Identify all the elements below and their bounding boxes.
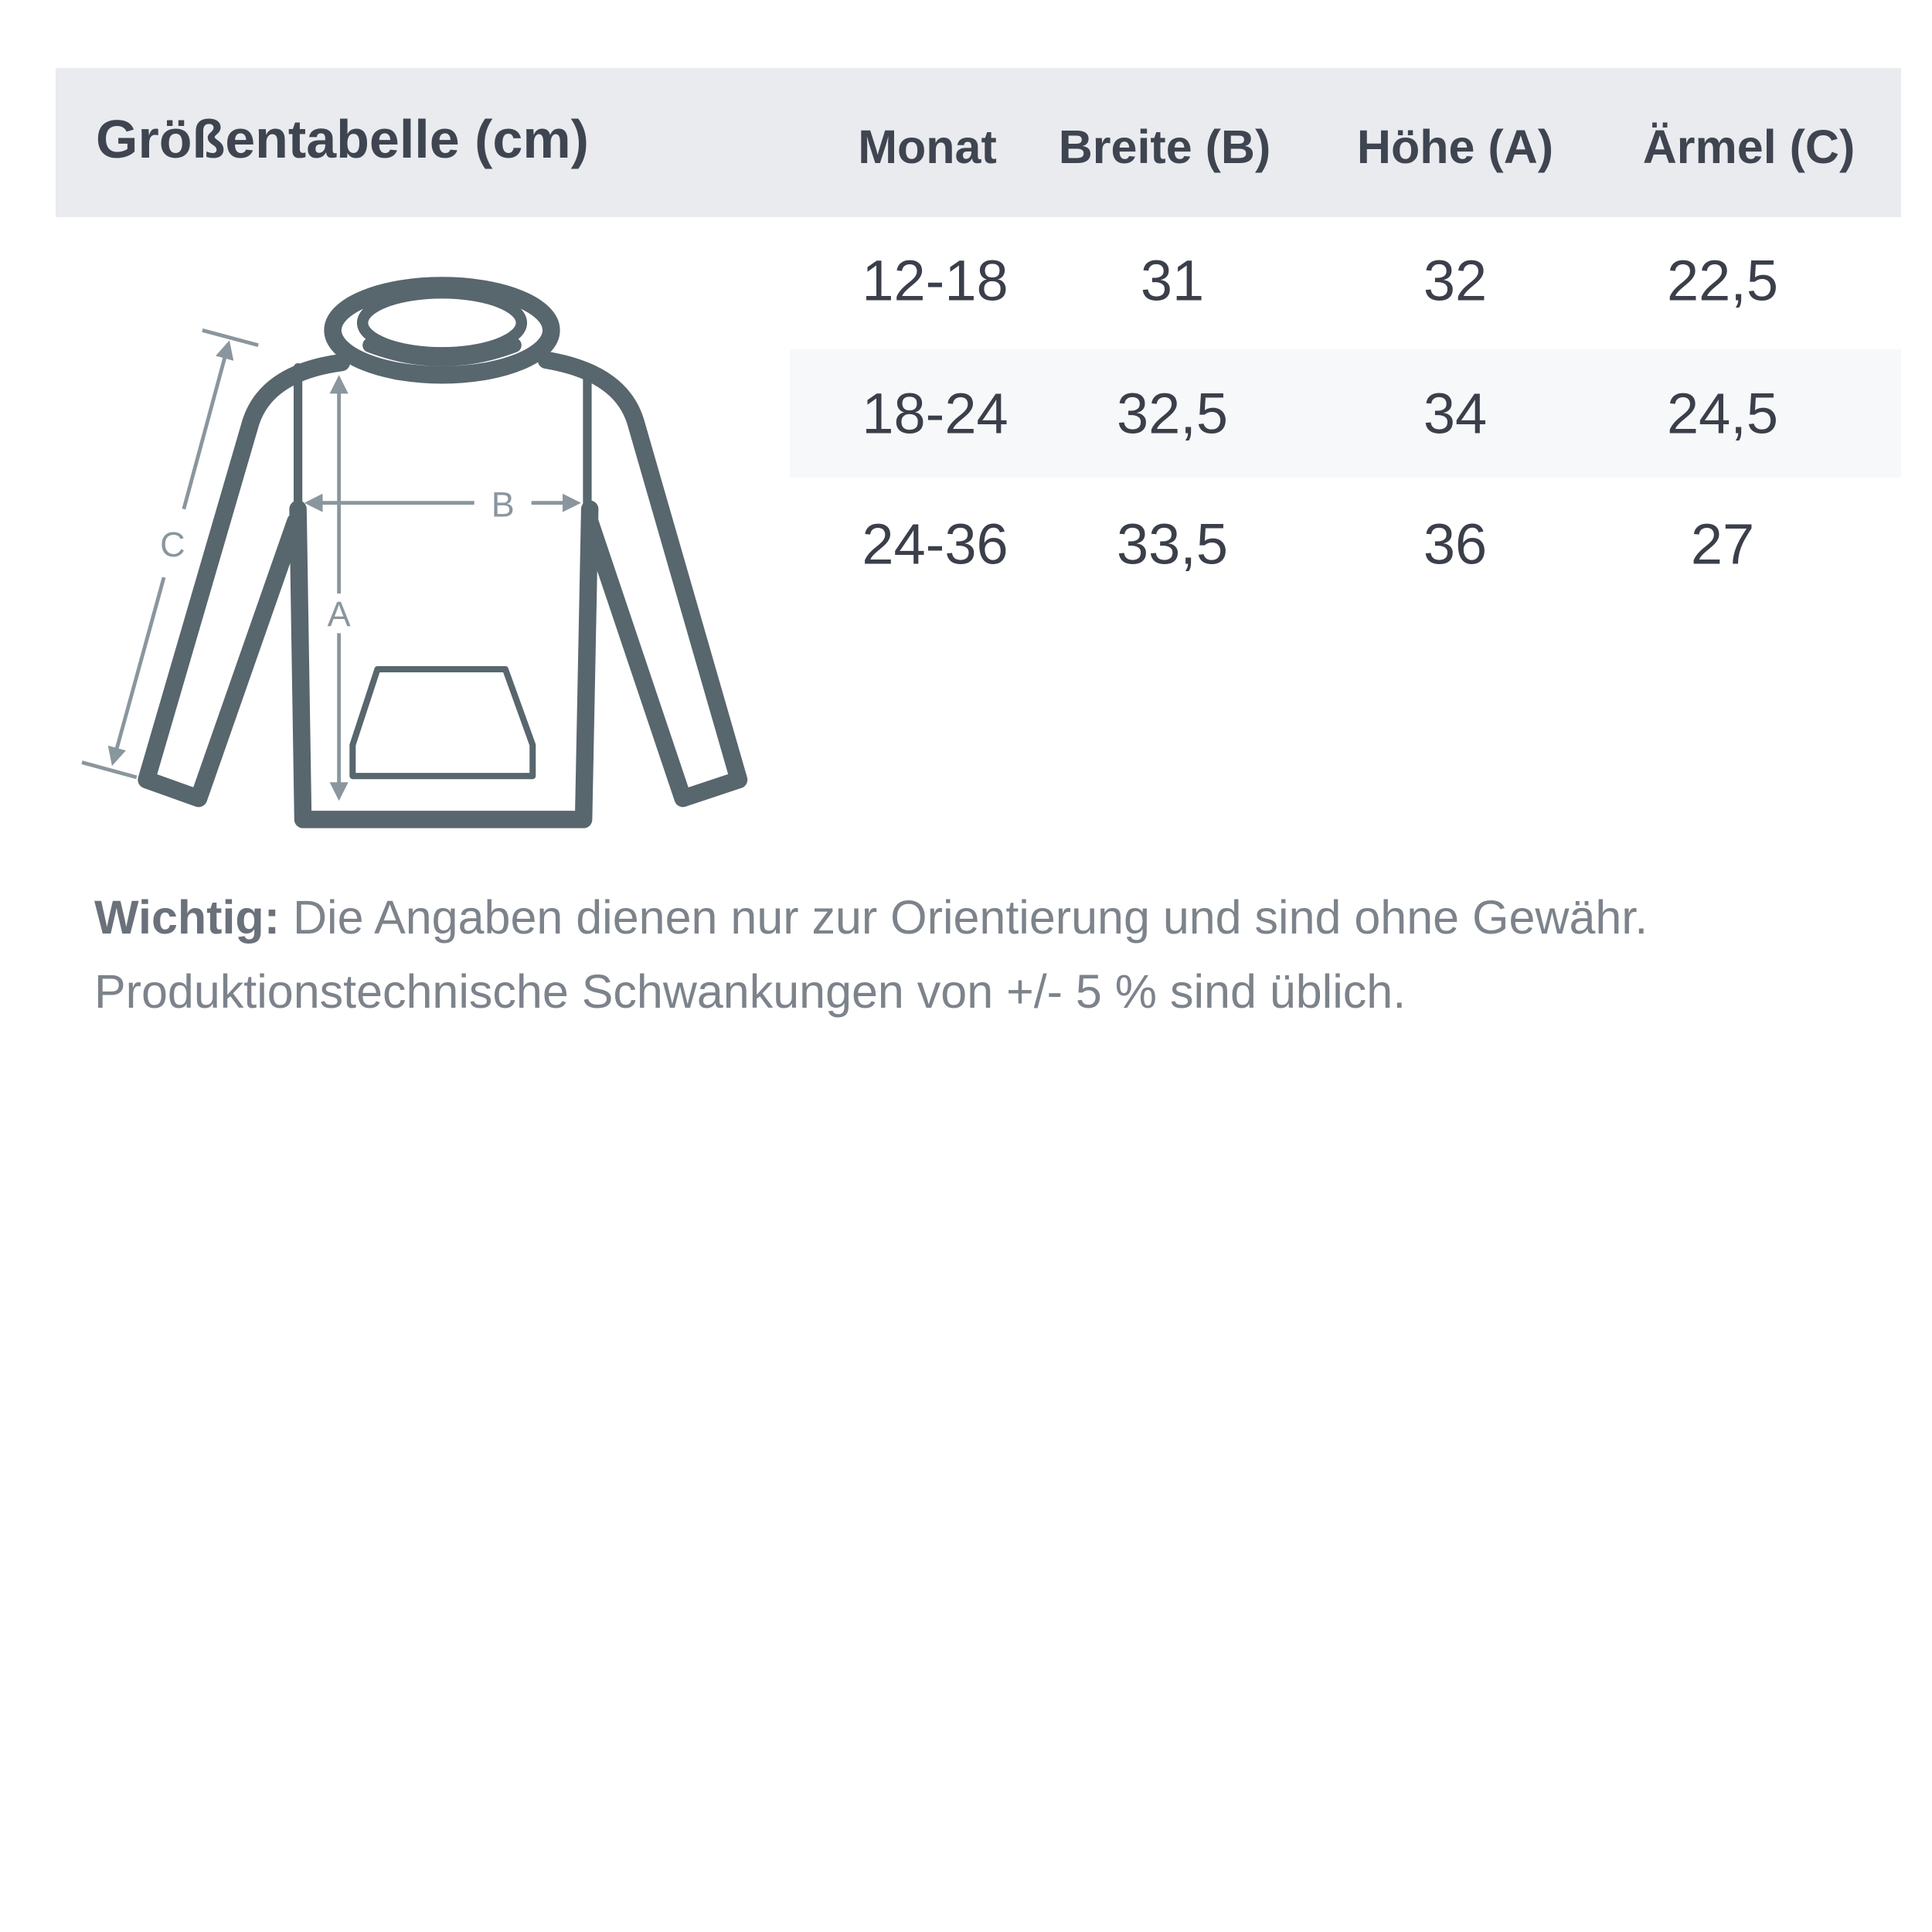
cell-breite: 33,5 [1116,512,1229,577]
body-upper [293,362,592,514]
table-row-stripe [790,349,1901,478]
note-bold: Wichtig: [94,891,281,944]
cell-hoehe: 34 [1423,381,1488,446]
measure-label-b: B [492,485,515,524]
cell-aermel: 24,5 [1666,381,1779,446]
cell-hoehe: 36 [1423,512,1488,577]
column-header-breite: Breite (B) [1058,121,1271,173]
cell-monat: 24-36 [862,512,1009,577]
column-header-hoehe: Höhe (A) [1356,121,1554,173]
note-line-2: Produktionstechnische Schwankungen von +… [94,965,1406,1018]
note-line-1: Wichtig: Die Angaben dienen nur zur Orie… [94,890,1648,944]
cell-hoehe: 32 [1423,248,1488,313]
column-header-aermel: Ärmel (C) [1642,121,1855,173]
table-header-band [56,68,1901,217]
cell-monat: 12-18 [862,248,1009,313]
collar [362,338,522,366]
note-text-1: Die Angaben dienen nur zur Orientierung … [280,891,1648,944]
measure-label-c: C [160,525,185,564]
cell-breite: 31 [1140,248,1205,313]
body-outline [289,500,599,828]
pocket [349,665,536,780]
left-sleeve [138,353,351,808]
measure-label-a: A [328,594,351,634]
cell-monat: 18-24 [862,381,1009,446]
cell-aermel: 22,5 [1666,248,1779,313]
cell-breite: 32,5 [1116,381,1229,446]
column-header-monat: Monat [858,121,997,173]
right-sleeve [537,351,748,808]
hood-outer [324,277,560,384]
cell-aermel: 27 [1690,512,1755,577]
page-title: Größentabelle (cm) [96,109,589,169]
